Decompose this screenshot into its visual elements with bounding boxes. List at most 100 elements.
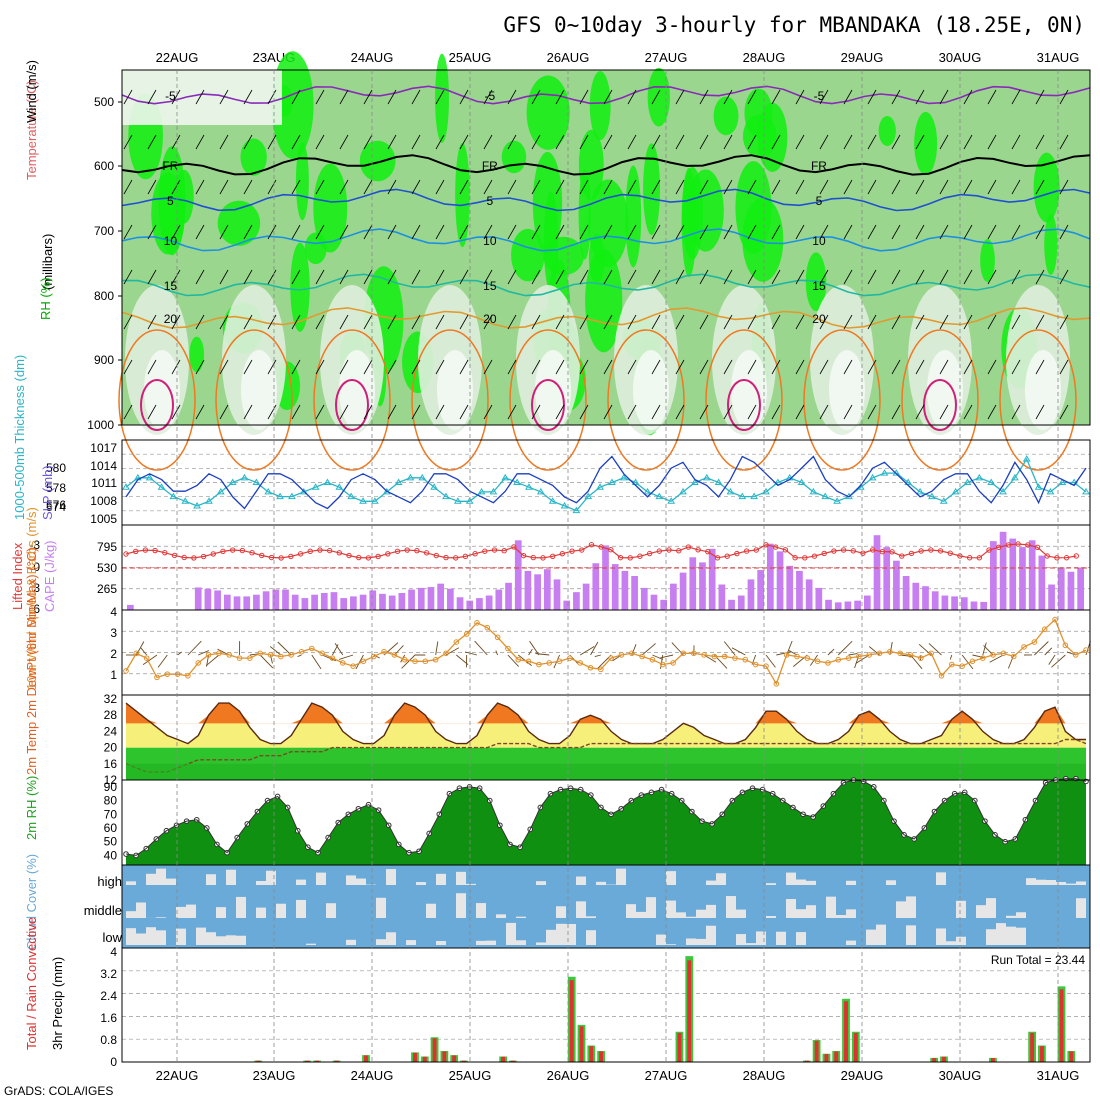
cape-bar <box>786 565 794 610</box>
cloud-gap <box>676 912 686 918</box>
isotherm-label: 5 <box>816 194 823 208</box>
cape-tick-label: 265 <box>97 582 117 596</box>
precip-conv-bar <box>1059 989 1064 1062</box>
cloud-gap <box>546 929 556 945</box>
wind-barb <box>507 359 517 375</box>
wind-barb <box>747 134 757 150</box>
wind-barb <box>387 359 397 375</box>
isotherm-warm <box>118 329 196 471</box>
wind-barb <box>982 642 987 656</box>
cape-bar <box>282 589 289 610</box>
wind-barb <box>363 269 373 285</box>
cloud-gap <box>376 897 386 918</box>
cloud-gap <box>156 930 166 945</box>
wind-speed-point <box>350 663 356 669</box>
wind-barb <box>915 179 925 195</box>
li-tick-label: 3 <box>33 581 40 595</box>
cloud-gap <box>846 940 856 945</box>
cloud-gap <box>1066 883 1076 885</box>
precip-conv-bar <box>677 1032 682 1062</box>
cloud-gap <box>766 916 776 918</box>
cape-bar <box>1038 555 1046 610</box>
wind-barb <box>1035 359 1045 375</box>
wind-barb <box>963 89 973 105</box>
rh-dry-cell <box>339 350 375 430</box>
cape-bar <box>660 599 668 610</box>
li-tick-label: 0 <box>33 560 40 574</box>
wind-barb <box>723 179 733 195</box>
pressure-tick-label: 700 <box>94 224 114 238</box>
bottom-date-label: 23AUG <box>253 1068 296 1083</box>
temp-tick-label: 12 <box>104 773 118 787</box>
cape-bar <box>699 562 706 610</box>
wind-barb <box>243 269 253 285</box>
isotherm-label: 15 <box>483 279 497 293</box>
wind-barb <box>531 269 541 285</box>
cape-bar <box>127 604 134 610</box>
cloud-gap <box>636 911 646 918</box>
slp-label: SLP (mb) <box>40 465 55 520</box>
wind-barb <box>603 359 613 375</box>
temp-tick-label: 16 <box>104 757 118 771</box>
wind-barb <box>363 89 373 105</box>
cape-bar <box>747 579 755 610</box>
wind-speed-line <box>125 618 1087 686</box>
cloud-gap <box>236 935 246 945</box>
temp-hot-area <box>126 703 1086 724</box>
upper-wind-label: Wind (m/s) <box>24 60 39 123</box>
precip-tick-label: 4 <box>110 945 117 959</box>
wind-speed-point <box>608 655 614 661</box>
wind-barb <box>459 314 469 330</box>
wind-barb <box>1044 647 1053 656</box>
cloud-gap <box>666 900 676 918</box>
precip-conv-bar <box>990 1058 995 1062</box>
wind-barb <box>219 224 229 240</box>
precip-conv-bar <box>510 1060 515 1062</box>
wind-barb <box>843 404 853 420</box>
thickness-point <box>1022 455 1031 462</box>
wind-speed-point <box>391 652 398 658</box>
precip-conv-bar <box>413 1052 417 1062</box>
wind-barb <box>243 179 253 195</box>
cape-bar <box>980 601 988 610</box>
cloud-label: Cloud Cover (%) <box>24 854 39 950</box>
cape-bar <box>805 579 813 610</box>
wind-barb <box>723 314 733 330</box>
isotherm-label: -5 <box>485 89 496 103</box>
rh-high-cell <box>526 75 570 150</box>
cape-bar <box>611 564 619 610</box>
precip-ylabel: 3hr Precip (mm) <box>50 957 65 1050</box>
wind-barb <box>699 224 709 240</box>
wind-barb <box>848 653 858 656</box>
cloud-gap <box>146 873 156 885</box>
wind-barb <box>363 224 373 240</box>
cloud-gap <box>866 929 876 945</box>
isotherm-warm <box>803 329 881 471</box>
cape-bar <box>757 570 764 610</box>
cloud-gap <box>786 872 796 885</box>
slp-tick-label: 1011 <box>91 476 117 490</box>
wind-barb <box>889 641 893 656</box>
li-tick-label: 6 <box>33 602 40 616</box>
wind-barb <box>267 359 277 375</box>
cloud-gap <box>576 876 586 885</box>
wind-barb <box>867 134 877 150</box>
cape-bar <box>408 589 415 610</box>
wind-barb <box>531 404 541 420</box>
isotherm-label: -5 <box>165 89 176 103</box>
precip-conv-bar <box>1069 1051 1074 1062</box>
cape-tick-label: 795 <box>97 540 117 554</box>
slp-tick-label: 1017 <box>90 441 117 455</box>
cape-bar <box>330 592 338 610</box>
wind-barb <box>187 640 202 656</box>
cloud-gap <box>986 929 996 945</box>
cape-bar <box>495 589 503 610</box>
cloud-gap <box>216 907 226 918</box>
cape-bar <box>291 594 299 610</box>
cape-lifted-panel: -3 0 3 6 795 530 265 <box>29 524 1091 616</box>
cape-bar <box>902 576 910 610</box>
cape-bar <box>505 582 512 610</box>
cloud-gap <box>186 904 196 918</box>
cloud-gap <box>976 905 986 918</box>
